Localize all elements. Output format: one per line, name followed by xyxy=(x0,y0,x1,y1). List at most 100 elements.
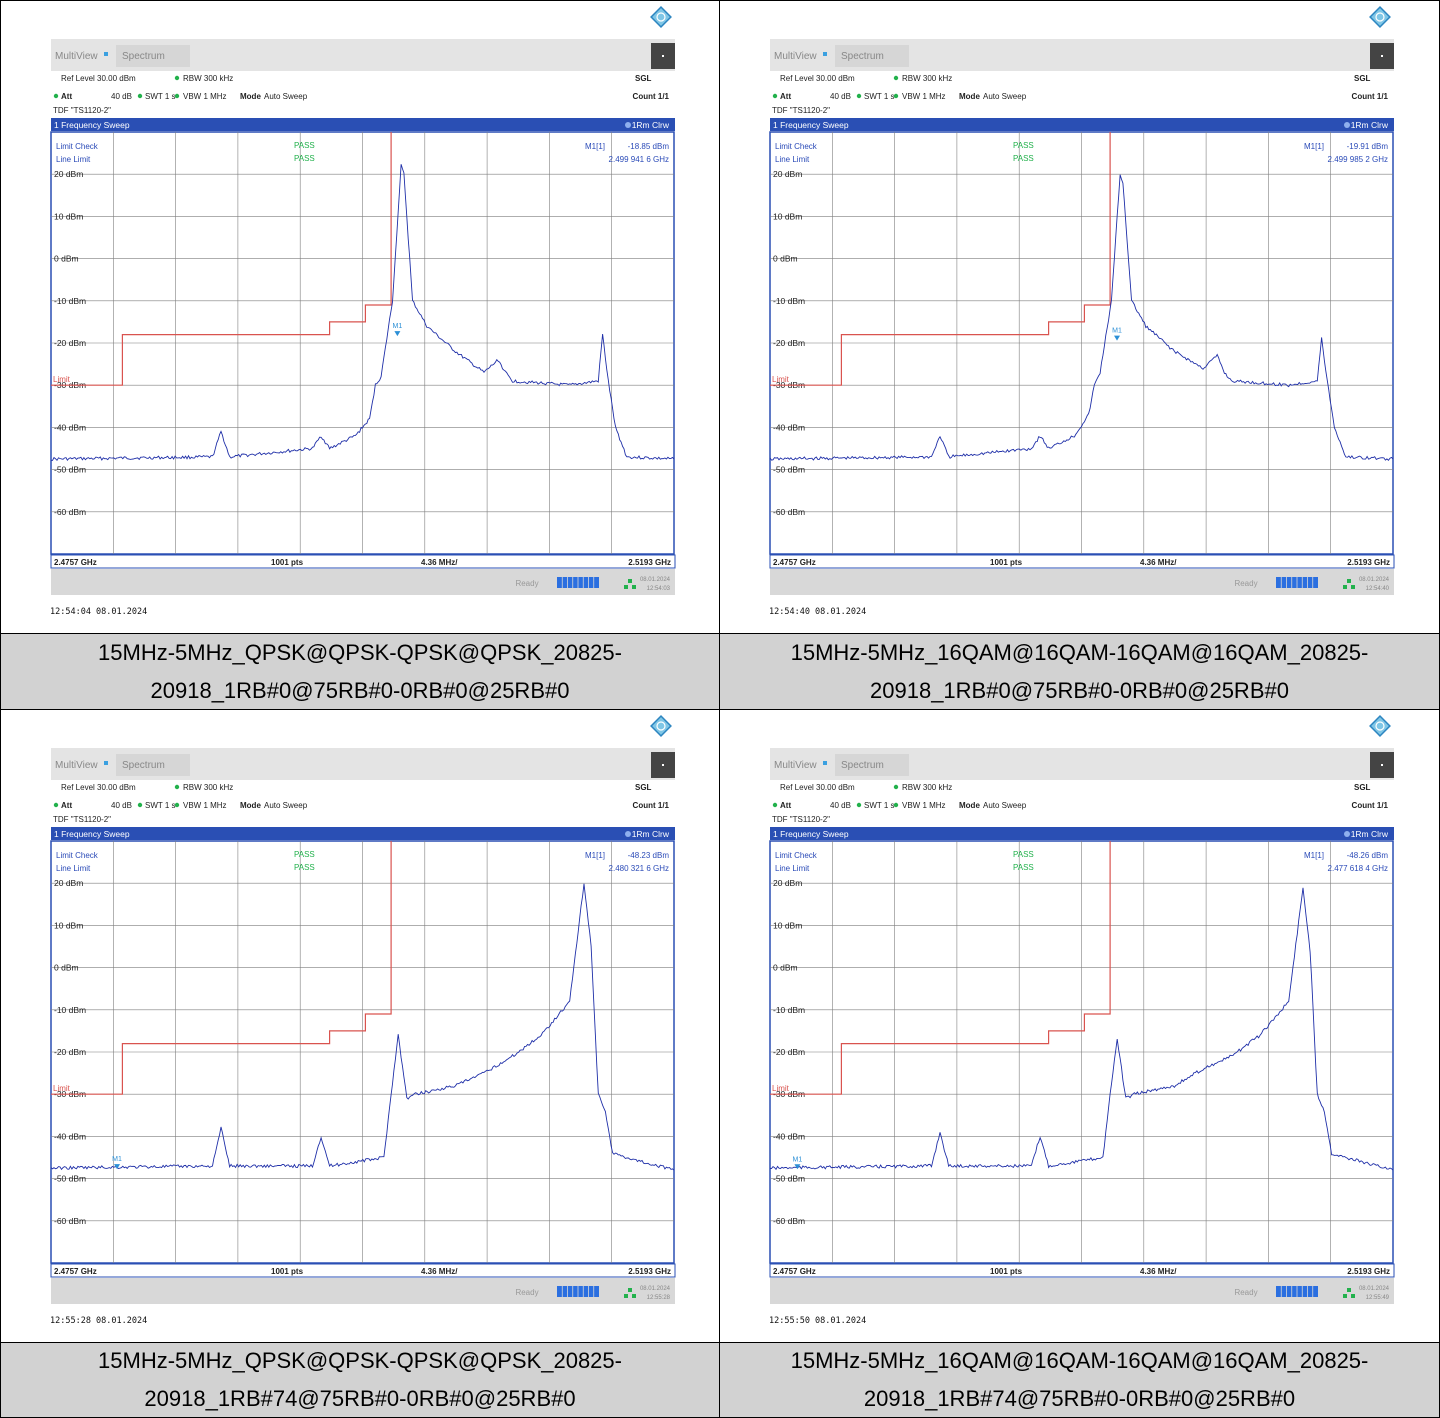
y-tick-label: -40 dBm xyxy=(54,422,86,432)
window-title-bar xyxy=(770,827,1394,840)
spectrum-analyzer-panel: MultiView Spectrum Ref Level 30.00 dBm RBW … xyxy=(769,6,1395,617)
marker-m1[interactable]: M1 xyxy=(112,1156,122,1170)
att-label: Att xyxy=(61,92,72,101)
span-per-division: 4.36 MHz/ xyxy=(1140,1267,1177,1276)
swt: SWT 1 s xyxy=(864,801,895,810)
y-tick-label: -10 dBm xyxy=(54,1005,86,1015)
att-indicator-icon xyxy=(53,93,59,99)
y-tick-label: -10 dBm xyxy=(773,1005,805,1015)
trace-label: 1Rm Clrw xyxy=(632,829,670,839)
mode-label: Mode xyxy=(959,801,980,810)
y-tick-label: -60 dBm xyxy=(54,1216,86,1226)
status-date: 08.01.2024 xyxy=(640,1286,671,1292)
sweep-points: 1001 pts xyxy=(271,558,304,567)
y-tick-label: -50 dBm xyxy=(773,465,805,475)
start-frequency: 2.4757 GHz xyxy=(54,1267,97,1276)
y-tick-label: -10 dBm xyxy=(773,296,805,306)
window-title-bar xyxy=(51,118,675,131)
y-tick-label: 10 dBm xyxy=(773,920,802,930)
marker-tag: M1 xyxy=(793,1156,803,1163)
marker-readout-label: M1[1] xyxy=(585,142,605,151)
status-date: 08.01.2024 xyxy=(1359,577,1390,583)
window-title-bar xyxy=(770,118,1394,131)
tab-spectrum[interactable] xyxy=(116,45,190,67)
swt-indicator-icon xyxy=(856,93,862,99)
att-indicator-icon xyxy=(53,802,59,808)
marker-readout-level: -19.91 dBm xyxy=(1347,142,1389,151)
window-title: 1 Frequency Sweep xyxy=(54,120,130,130)
tab-spectrum[interactable] xyxy=(835,45,909,67)
vbw: VBW 1 MHz xyxy=(902,801,946,810)
result-cell-1: MultiView Spectrum Ref Level 30.00 dBm RBW … xyxy=(0,0,720,710)
marker-readout-freq: 2.480 321 6 GHz xyxy=(609,864,669,873)
window-title-bar xyxy=(51,827,675,840)
x-axis-bar xyxy=(769,1263,1395,1278)
line-limit-label: Line Limit xyxy=(775,155,810,164)
y-tick-label: -60 dBm xyxy=(773,507,805,517)
start-frequency: 2.4757 GHz xyxy=(54,558,97,567)
y-tick-label: -10 dBm xyxy=(54,296,86,306)
window-title: 1 Frequency Sweep xyxy=(773,829,849,839)
y-tick-label: -60 dBm xyxy=(54,507,86,517)
spectrum-screenshot-4: MultiView Spectrum Ref Level 30.00 dBm RBW … xyxy=(720,710,1439,1342)
x-axis-bar xyxy=(50,554,676,569)
trace-indicator-icon xyxy=(625,831,631,837)
mode-label: Mode xyxy=(240,92,261,101)
window-title: 1 Frequency Sweep xyxy=(773,120,849,130)
trace-label: 1Rm Clrw xyxy=(1351,829,1389,839)
rbw-indicator-icon xyxy=(893,784,899,790)
spectrum-screenshot-2: MultiView Spectrum Ref Level 30.00 dBm RBW … xyxy=(720,1,1439,633)
tab-spectrum[interactable] xyxy=(116,754,190,776)
x-axis-bar xyxy=(50,1263,676,1278)
tab-dot-icon xyxy=(104,761,108,765)
limit-line-tag: Limit xyxy=(772,1084,790,1093)
limit-line-tag: Limit xyxy=(53,1084,71,1093)
network-icon xyxy=(624,1288,636,1298)
att-value: 40 dB xyxy=(111,92,132,101)
y-tick-label: -20 dBm xyxy=(54,1047,86,1057)
status-date: 08.01.2024 xyxy=(640,577,671,583)
y-tick-label: 10 dBm xyxy=(54,920,83,930)
caption-4: 15MHz-5MHz_16QAM@16QAM-16QAM@16QAM_20825… xyxy=(720,1342,1439,1417)
menu-dot-icon xyxy=(1381,55,1383,57)
vbw-indicator-icon xyxy=(174,802,180,808)
limit-line-tag: Limit xyxy=(772,375,790,384)
tab-spectrum-label: Spectrum xyxy=(841,760,884,771)
limit-line-tag: Limit xyxy=(53,375,71,384)
marker-m1[interactable]: M1 xyxy=(393,323,403,337)
att-value: 40 dB xyxy=(111,801,132,810)
progress-bar xyxy=(1276,1286,1318,1297)
trace-indicator-icon xyxy=(1344,122,1350,128)
limit-line xyxy=(51,132,392,386)
y-tick-label: -20 dBm xyxy=(54,338,86,348)
marker-m1[interactable]: M1 xyxy=(793,1156,803,1170)
marker-m1[interactable]: M1 xyxy=(1112,328,1122,341)
y-tick-label: 10 dBm xyxy=(54,211,83,221)
marker-readout-level: -48.23 dBm xyxy=(628,851,670,860)
vbw: VBW 1 MHz xyxy=(183,92,227,101)
rbw-indicator-icon xyxy=(893,75,899,81)
spectrum-screenshot-3: MultiView Spectrum Ref Level 30.00 dBm RBW … xyxy=(1,710,719,1342)
tab-multiview: MultiView xyxy=(55,51,98,62)
y-tick-label: 20 dBm xyxy=(773,169,802,179)
tdf-label: TDF "TS1120-2" xyxy=(772,106,830,115)
tab-spectrum[interactable] xyxy=(835,754,909,776)
marker-tag: M1 xyxy=(1112,328,1122,335)
rohde-schwarz-logo-icon xyxy=(650,715,672,737)
progress-bar xyxy=(557,577,599,588)
sweep-points: 1001 pts xyxy=(990,1267,1023,1276)
swt-indicator-icon xyxy=(856,802,862,808)
limit-check-label: Limit Check xyxy=(775,851,818,860)
span-per-division: 4.36 MHz/ xyxy=(421,558,458,567)
status-ready: Ready xyxy=(1234,1288,1257,1297)
status-time: 12:54:03 xyxy=(647,586,671,592)
status-ready: Ready xyxy=(515,579,538,588)
status-ready: Ready xyxy=(1234,579,1257,588)
trace-1 xyxy=(769,174,1394,461)
start-frequency: 2.4757 GHz xyxy=(773,558,816,567)
y-tick-label: 0 dBm xyxy=(54,254,79,264)
y-tick-label: -20 dBm xyxy=(773,1047,805,1057)
tab-dot-icon xyxy=(823,52,827,56)
tab-multiview: MultiView xyxy=(774,760,817,771)
marker-readout-label: M1[1] xyxy=(1304,142,1324,151)
